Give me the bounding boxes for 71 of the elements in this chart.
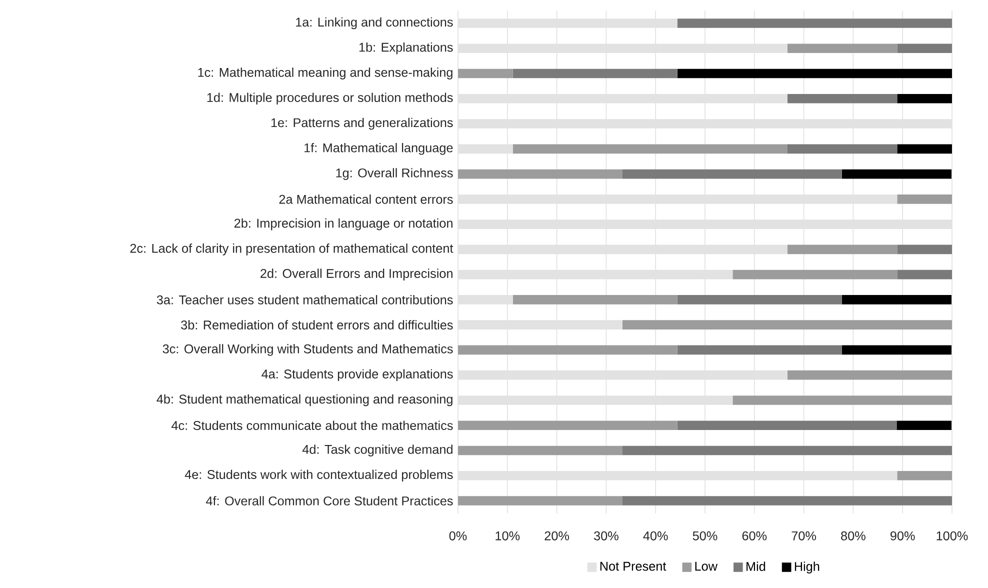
bar bbox=[842, 295, 952, 304]
bar bbox=[788, 370, 952, 380]
y-tick-label: 3a: Teacher uses student mathematical contributions bbox=[156, 295, 453, 304]
legend-label: Not Present bbox=[600, 562, 666, 571]
bar bbox=[897, 244, 952, 254]
y-tick-label: 1g: Overall Richness bbox=[336, 168, 453, 180]
bar bbox=[897, 270, 952, 280]
y-tick-label: 4b: Student mathematical questioning and reasoning bbox=[156, 394, 452, 406]
bar bbox=[897, 194, 952, 204]
bar bbox=[622, 320, 952, 330]
bar bbox=[677, 68, 952, 78]
bar bbox=[842, 169, 952, 179]
legend-label: Mid bbox=[746, 562, 766, 571]
x-tick-label: 60% bbox=[742, 531, 767, 540]
x-tick-label: 80% bbox=[841, 531, 866, 540]
bar bbox=[622, 496, 952, 506]
bar bbox=[458, 496, 622, 506]
bar bbox=[897, 44, 952, 54]
bar bbox=[622, 169, 842, 179]
y-tick-label: 1f: Mathematical language bbox=[304, 142, 453, 155]
y-tick-label: 1c: Mathematical meaning and sense-making bbox=[198, 68, 452, 80]
x-tick-label: 30% bbox=[594, 531, 618, 540]
bar bbox=[677, 420, 897, 430]
bar bbox=[788, 244, 898, 254]
bar bbox=[458, 446, 622, 456]
x-tick-label: 90% bbox=[890, 531, 915, 540]
bar bbox=[622, 446, 952, 456]
y-tick-label: 2b: Imprecision in language or notation bbox=[234, 218, 452, 230]
bar bbox=[788, 44, 898, 54]
x-tick-label: 100% bbox=[936, 531, 968, 540]
bar bbox=[512, 68, 678, 78]
y-tick-label: 4a: Students provide explanations bbox=[262, 369, 453, 382]
y-tick-label: 4d: Task cognitive demand bbox=[302, 444, 452, 456]
bar bbox=[788, 94, 898, 104]
y-tick-label: 2c: Lack of clarity in presentation of mathematical content bbox=[130, 244, 454, 256]
x-tick-label: 0% bbox=[449, 531, 467, 540]
bar bbox=[788, 144, 898, 154]
bar bbox=[897, 470, 952, 480]
y-tick-label: 4e: Students work with contextualized problems bbox=[184, 470, 453, 482]
bar bbox=[677, 295, 842, 304]
bar bbox=[677, 345, 842, 355]
bar bbox=[458, 345, 678, 355]
bar bbox=[512, 144, 788, 154]
y-tick-label: 1a: Linking and connections bbox=[296, 17, 453, 30]
bar bbox=[512, 295, 678, 304]
x-tick-label: 20% bbox=[544, 531, 570, 540]
x-tick-label: 10% bbox=[496, 531, 520, 540]
y-tick-label: 2d: Overall Errors and Imprecision bbox=[260, 268, 452, 280]
legend-label: Low bbox=[695, 562, 718, 571]
y-tick-label: 3b: Remediation of student errors and difficulties bbox=[181, 320, 453, 330]
bar bbox=[677, 18, 952, 28]
y-tick-label: 2a Mathematical content errors bbox=[279, 194, 453, 204]
y-tick-label: 1d: Multiple procedures or solution methods bbox=[207, 92, 453, 105]
bar bbox=[897, 94, 952, 104]
bar bbox=[458, 68, 513, 78]
x-tick-label: 50% bbox=[692, 531, 718, 540]
x-tick-label: 40% bbox=[643, 531, 668, 540]
bar bbox=[732, 270, 898, 280]
y-tick-label: 1e: Patterns and generalizations bbox=[271, 118, 453, 130]
bar bbox=[842, 345, 952, 355]
y-tick-label: 4c: Students communicate about the mathematics bbox=[171, 420, 453, 430]
bar bbox=[732, 396, 952, 405]
x-tick-label: 70% bbox=[792, 531, 816, 540]
bar bbox=[897, 144, 952, 154]
bar bbox=[458, 420, 678, 430]
bar bbox=[458, 169, 622, 179]
bar bbox=[896, 420, 952, 430]
y-tick-label: 1b: Explanations bbox=[359, 42, 453, 54]
y-tick-label: 4f: Overall Common Core Student Practices bbox=[206, 496, 453, 506]
y-tick-label: 3c: Overall Working with Students and Mathematics bbox=[162, 344, 453, 356]
legend-label: High bbox=[794, 562, 820, 574]
